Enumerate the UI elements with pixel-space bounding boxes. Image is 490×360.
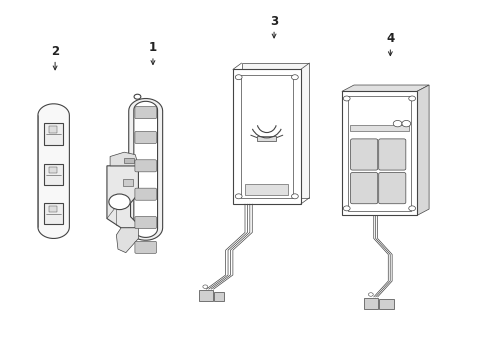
- Circle shape: [409, 206, 416, 211]
- Circle shape: [235, 75, 242, 80]
- Bar: [124, 158, 134, 163]
- Circle shape: [368, 293, 373, 296]
- Circle shape: [402, 121, 411, 127]
- Polygon shape: [342, 91, 417, 215]
- Bar: [379, 300, 393, 309]
- Text: 2: 2: [51, 45, 59, 58]
- Circle shape: [292, 75, 298, 80]
- Bar: [44, 123, 63, 145]
- Polygon shape: [110, 152, 138, 166]
- Polygon shape: [107, 166, 138, 228]
- Bar: [49, 126, 56, 132]
- FancyBboxPatch shape: [135, 107, 156, 119]
- Text: 4: 4: [386, 32, 394, 45]
- Text: 1: 1: [149, 41, 157, 54]
- Polygon shape: [117, 228, 138, 253]
- Circle shape: [235, 194, 242, 199]
- FancyBboxPatch shape: [135, 160, 156, 172]
- Text: 3: 3: [270, 15, 278, 28]
- FancyBboxPatch shape: [351, 139, 378, 170]
- Bar: [122, 179, 133, 186]
- Circle shape: [343, 96, 350, 101]
- Circle shape: [393, 121, 402, 127]
- Polygon shape: [38, 104, 70, 238]
- Polygon shape: [417, 85, 429, 215]
- Bar: [257, 136, 276, 141]
- FancyBboxPatch shape: [135, 188, 156, 200]
- FancyBboxPatch shape: [135, 241, 156, 253]
- Circle shape: [292, 194, 298, 199]
- Bar: [214, 292, 224, 301]
- Polygon shape: [134, 102, 158, 237]
- Circle shape: [134, 94, 141, 99]
- Bar: [364, 298, 378, 309]
- FancyBboxPatch shape: [135, 131, 156, 144]
- Bar: [44, 164, 63, 185]
- FancyBboxPatch shape: [351, 172, 378, 204]
- Circle shape: [343, 206, 350, 211]
- Polygon shape: [129, 99, 163, 240]
- Circle shape: [203, 285, 208, 288]
- Bar: [44, 203, 63, 224]
- Circle shape: [109, 194, 130, 210]
- Bar: [49, 206, 56, 212]
- Polygon shape: [342, 85, 429, 91]
- Bar: [350, 125, 409, 131]
- Circle shape: [409, 96, 416, 101]
- FancyBboxPatch shape: [379, 139, 406, 170]
- Polygon shape: [242, 63, 309, 198]
- FancyBboxPatch shape: [379, 172, 406, 204]
- FancyBboxPatch shape: [135, 216, 156, 229]
- Polygon shape: [233, 69, 301, 204]
- Bar: [245, 184, 288, 195]
- Bar: [49, 167, 56, 173]
- Bar: [199, 290, 213, 301]
